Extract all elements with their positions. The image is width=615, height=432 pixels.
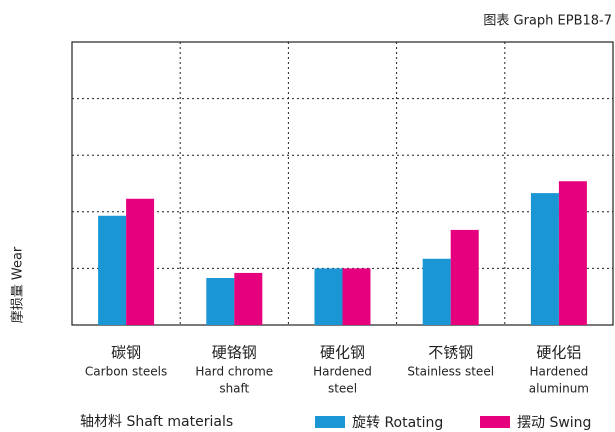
- x-tick-sublabel: shaft: [219, 382, 249, 396]
- x-tick-sublabel: Hardened: [530, 365, 589, 379]
- x-tick-sublabel: steel: [328, 382, 357, 396]
- legend-label: 旋转 Rotating: [352, 415, 443, 431]
- x-tick-sublabel: Carbon steels: [85, 365, 167, 379]
- x-tick-label: 硬化铝: [536, 344, 581, 362]
- x-tick-sublabel: Stainless steel: [407, 365, 494, 379]
- x-tick-sublabel: Hardened: [313, 365, 372, 379]
- bar: [558, 181, 587, 325]
- legend-swatch: [315, 416, 345, 428]
- x-tick-label: 硬铬钢: [212, 344, 257, 362]
- chart-title: 图表 Graph EPB18-7: [483, 14, 612, 29]
- x-tick-label: 碳钢: [111, 344, 141, 362]
- bar: [450, 229, 479, 325]
- x-axis-label: 轴材料 Shaft materials: [80, 414, 233, 430]
- bar: [234, 272, 263, 325]
- bar: [530, 193, 559, 325]
- x-tick-sublabel: Hard chrome: [195, 365, 273, 379]
- bar: [422, 258, 451, 325]
- bar: [206, 278, 235, 325]
- legend-swatch: [480, 416, 510, 428]
- x-tick-label: 不锈钢: [428, 344, 473, 362]
- bar: [98, 215, 127, 325]
- legend-label: 摆动 Swing: [517, 415, 591, 431]
- x-tick-label: 硬化钢: [320, 344, 365, 362]
- x-tick-sublabel: aluminum: [529, 382, 589, 396]
- bar: [126, 198, 155, 325]
- bar: [314, 268, 343, 325]
- y-axis-label: 摩损量 Wear: [10, 246, 26, 323]
- bar: [342, 268, 371, 325]
